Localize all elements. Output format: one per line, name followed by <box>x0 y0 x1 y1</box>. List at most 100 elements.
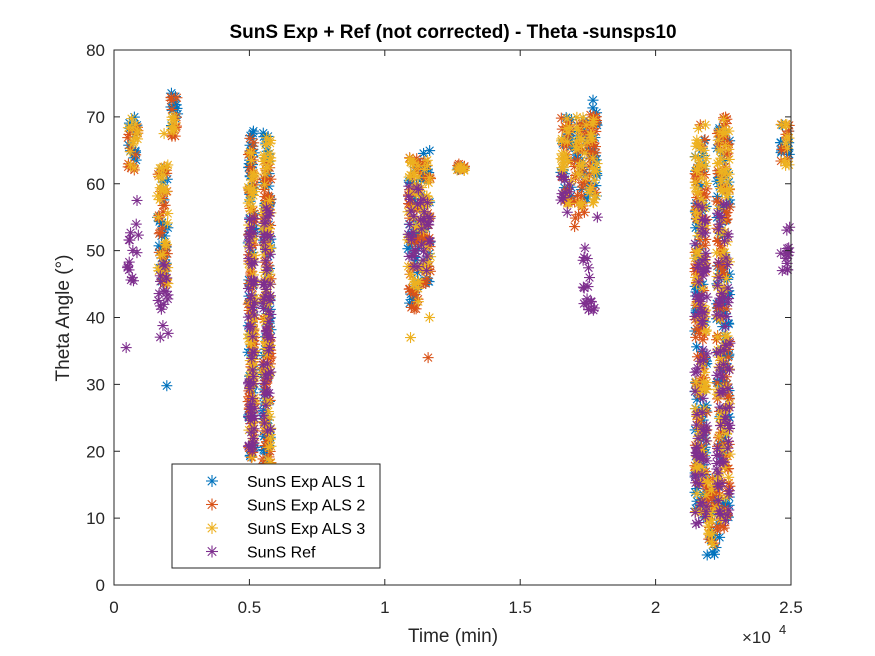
data-point <box>260 211 272 223</box>
data-point <box>405 205 417 217</box>
data-point <box>158 128 170 140</box>
data-point <box>152 211 164 223</box>
data-point <box>718 235 730 247</box>
data-point <box>784 221 796 233</box>
data-point <box>724 337 736 349</box>
y-tick-label: 80 <box>86 41 105 60</box>
data-point <box>249 403 261 415</box>
data-point <box>556 123 568 135</box>
y-tick-label: 20 <box>86 442 105 461</box>
data-point <box>585 182 597 194</box>
data-point <box>128 136 140 148</box>
data-point <box>720 339 732 351</box>
data-point <box>780 137 792 149</box>
data-point <box>705 536 717 548</box>
data-point <box>712 481 724 493</box>
data-point <box>718 522 730 534</box>
data-point <box>782 264 794 276</box>
x-axis-exponent: ×10 4 <box>742 622 786 647</box>
data-point <box>247 346 259 358</box>
data-point <box>700 263 712 275</box>
data-point <box>557 171 569 183</box>
data-point <box>124 146 136 158</box>
data-point <box>244 225 256 237</box>
data-point <box>424 145 436 157</box>
data-point <box>244 322 256 334</box>
data-point <box>562 127 574 139</box>
data-point <box>157 169 169 181</box>
data-point <box>698 307 710 319</box>
data-point <box>718 114 730 126</box>
data-point <box>722 282 734 294</box>
data-point <box>586 134 598 146</box>
data-point <box>157 285 169 297</box>
data-point <box>130 218 142 230</box>
x-exponent-base: ×10 <box>742 628 771 647</box>
data-point <box>243 378 255 390</box>
chart-title: SunS Exp + Ref (not corrected) - Theta -… <box>229 22 676 43</box>
y-tick-label: 40 <box>86 309 105 328</box>
legend-marker <box>206 498 218 511</box>
data-point <box>403 250 415 262</box>
axis-ticks: 0 0.5 1 1.5 2 2.5 0 10 20 30 40 50 60 70 80 <box>86 41 803 617</box>
data-point <box>588 113 600 125</box>
data-point <box>418 163 430 175</box>
data-point <box>780 159 792 171</box>
data-point <box>714 420 726 432</box>
data-point <box>689 507 701 519</box>
data-point <box>563 179 575 191</box>
data-point <box>722 259 734 271</box>
data-point <box>247 410 259 422</box>
data-point <box>700 247 712 259</box>
data-point <box>257 409 269 421</box>
data-point <box>691 134 703 146</box>
y-tick-label: 50 <box>86 242 105 261</box>
data-point <box>693 159 705 171</box>
data-point <box>693 291 705 303</box>
data-point <box>408 156 420 168</box>
data-point <box>244 132 256 144</box>
data-point <box>161 380 173 392</box>
data-point <box>246 440 258 452</box>
data-point <box>699 119 711 131</box>
x-tick-label: 2.5 <box>779 598 803 617</box>
legend-label: SunS Ref <box>247 545 316 562</box>
data-point <box>157 320 169 332</box>
data-point <box>415 196 427 208</box>
data-point <box>723 293 735 305</box>
data-point <box>711 369 723 381</box>
data-point <box>406 231 418 243</box>
data-point <box>257 297 269 309</box>
data-point <box>719 321 731 333</box>
data-point <box>422 211 434 223</box>
data-point <box>716 287 728 299</box>
data-point <box>723 143 735 155</box>
data-point <box>555 112 567 124</box>
data-point <box>689 238 701 250</box>
data-point <box>258 236 270 248</box>
data-point <box>405 268 417 280</box>
data-point <box>157 249 169 261</box>
data-point <box>155 303 167 315</box>
y-tick-label: 60 <box>86 175 105 194</box>
data-point <box>583 272 595 284</box>
data-point <box>700 435 712 447</box>
data-point <box>421 265 433 277</box>
data-point <box>130 149 142 161</box>
data-point <box>412 183 424 195</box>
legend-marker <box>206 475 218 487</box>
data-point <box>122 260 134 272</box>
data-point <box>700 489 712 501</box>
data-point <box>571 135 583 147</box>
data-point <box>714 346 726 358</box>
data-point <box>723 504 735 516</box>
data-point <box>697 344 709 356</box>
data-point <box>405 169 417 181</box>
data-point <box>714 508 726 520</box>
data-point <box>714 367 726 379</box>
data-point <box>722 383 734 395</box>
data-point <box>261 425 273 437</box>
data-point <box>556 148 568 160</box>
data-point <box>718 456 730 468</box>
